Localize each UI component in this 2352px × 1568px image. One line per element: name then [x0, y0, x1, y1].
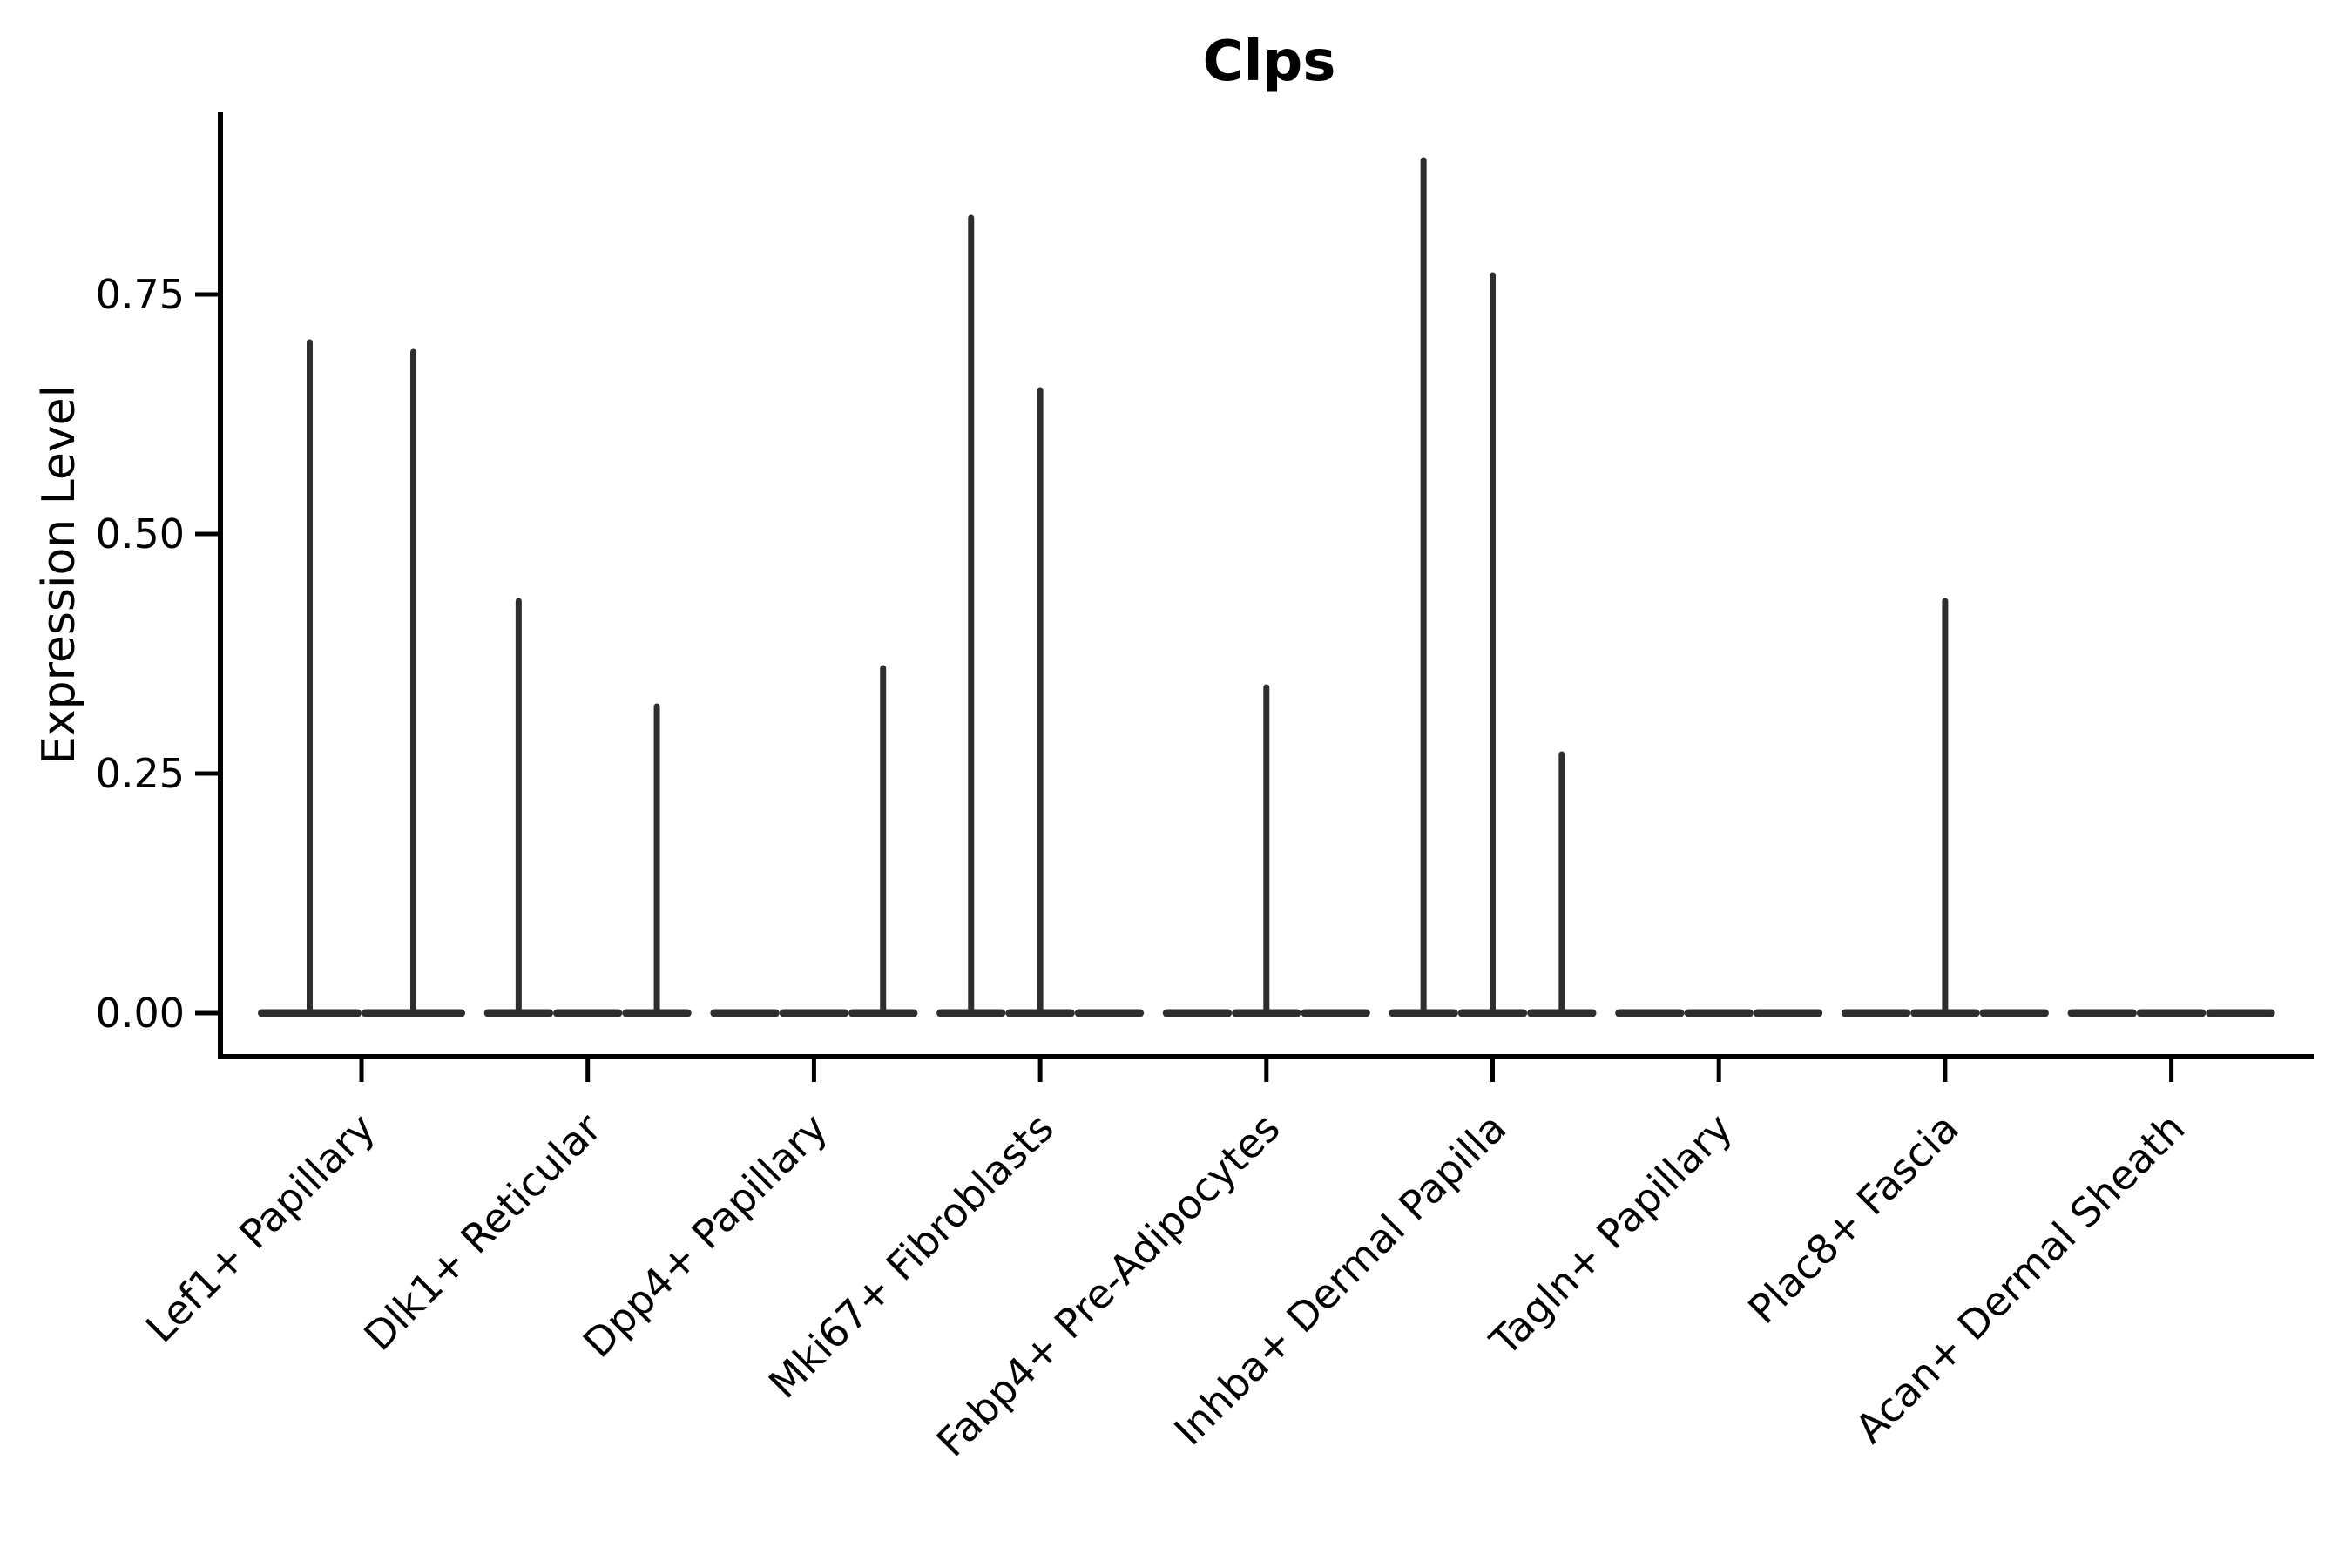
violin-base: [2067, 1009, 2137, 1017]
x-tick-label: Dpp4+ Papillary: [574, 1105, 836, 1367]
violin-base: [1301, 1009, 1370, 1017]
x-tick-label: Tagln+ Papillary: [1480, 1105, 1741, 1366]
violin-base: [1979, 1009, 2049, 1017]
y-tick-label: 0.00: [96, 990, 185, 1037]
violin-base: [1753, 1009, 1823, 1017]
x-tick-label: Dlk1+ Reticular: [355, 1105, 610, 1360]
y-axis-spine: [218, 112, 223, 1059]
y-tick-label: 0.75: [96, 271, 185, 318]
violin-base: [1841, 1009, 1911, 1017]
x-tick-label: Plac8+ Fascia: [1739, 1105, 1967, 1333]
violin-base: [710, 1009, 780, 1017]
violin-base: [1684, 1009, 1754, 1017]
violin-base: [2136, 1009, 2207, 1017]
violin-base: [1074, 1009, 1145, 1017]
violin-base: [553, 1009, 623, 1017]
y-tick-label: 0.50: [96, 510, 185, 558]
violin-base: [779, 1009, 849, 1017]
chart-title: Clps: [1202, 30, 1336, 94]
x-axis-spine: [218, 1054, 2314, 1059]
x-tick-label: Lef1+ Papillary: [137, 1105, 384, 1352]
violin-base: [1615, 1009, 1685, 1017]
y-tick-label: 0.25: [96, 750, 185, 797]
violin-base: [2206, 1009, 2275, 1017]
violin-base: [1162, 1009, 1233, 1017]
